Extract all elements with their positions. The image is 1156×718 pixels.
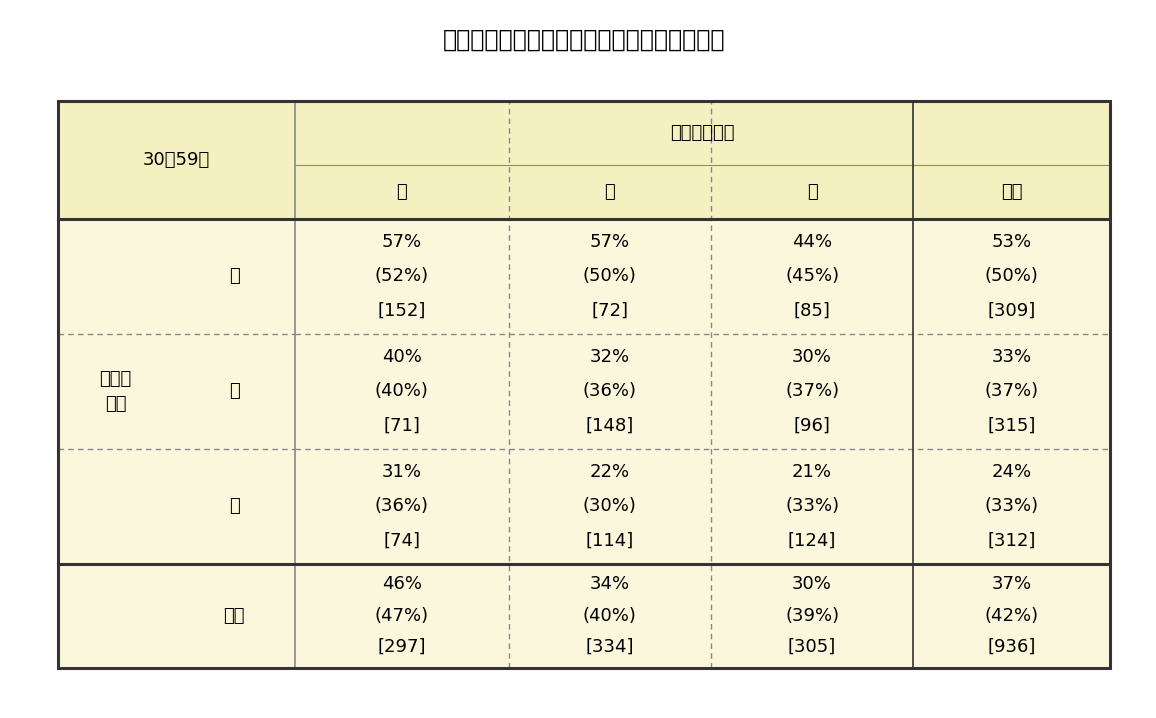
Text: (36%): (36%) bbox=[583, 382, 637, 401]
Text: 24%: 24% bbox=[992, 462, 1031, 481]
Text: 高: 高 bbox=[229, 497, 239, 516]
Text: 中: 中 bbox=[229, 382, 239, 401]
Text: (50%): (50%) bbox=[985, 267, 1038, 286]
Text: (52%): (52%) bbox=[375, 267, 429, 286]
Text: 33%: 33% bbox=[992, 348, 1031, 366]
Text: (39%): (39%) bbox=[785, 607, 839, 625]
Text: 低: 低 bbox=[229, 267, 239, 286]
Text: (33%): (33%) bbox=[985, 497, 1038, 516]
Text: [152]: [152] bbox=[378, 302, 425, 320]
Text: (40%): (40%) bbox=[375, 382, 429, 401]
Text: [315]: [315] bbox=[987, 416, 1036, 435]
Text: [312]: [312] bbox=[987, 531, 1036, 550]
Text: (42%): (42%) bbox=[985, 607, 1038, 625]
Text: 53%: 53% bbox=[992, 233, 1031, 251]
Text: [72]: [72] bbox=[591, 302, 629, 320]
Text: 34%: 34% bbox=[590, 575, 630, 594]
Text: 37%: 37% bbox=[992, 575, 1031, 594]
Text: [96]: [96] bbox=[794, 416, 830, 435]
Text: 低: 低 bbox=[397, 183, 407, 201]
Text: 40%: 40% bbox=[381, 348, 422, 366]
Text: 31%: 31% bbox=[381, 462, 422, 481]
Text: 合計: 合計 bbox=[223, 607, 245, 625]
Text: (45%): (45%) bbox=[785, 267, 839, 286]
Text: (33%): (33%) bbox=[785, 497, 839, 516]
Text: (30%): (30%) bbox=[583, 497, 637, 516]
Text: 中: 中 bbox=[605, 183, 615, 201]
Text: [114]: [114] bbox=[586, 531, 633, 550]
Bar bbox=[58, 101, 1110, 668]
Text: 22%: 22% bbox=[590, 462, 630, 481]
Text: [148]: [148] bbox=[586, 416, 633, 435]
Text: (37%): (37%) bbox=[785, 382, 839, 401]
Text: 21%: 21% bbox=[792, 462, 832, 481]
Text: [936]: [936] bbox=[987, 638, 1036, 656]
Text: 32%: 32% bbox=[590, 348, 630, 366]
Text: 30〜59歳: 30〜59歳 bbox=[142, 151, 210, 169]
Text: 57%: 57% bbox=[381, 233, 422, 251]
Text: 住宅費
割合: 住宅費 割合 bbox=[99, 370, 132, 413]
Text: (40%): (40%) bbox=[583, 607, 637, 625]
Text: [334]: [334] bbox=[586, 638, 633, 656]
Text: 57%: 57% bbox=[590, 233, 630, 251]
Text: 30%: 30% bbox=[792, 348, 832, 366]
Text: 高: 高 bbox=[807, 183, 817, 201]
Text: 図表４：住宅費・教育費割合別の目標到達率: 図表４：住宅費・教育費割合別の目標到達率 bbox=[443, 27, 725, 52]
Text: 合計: 合計 bbox=[1001, 183, 1022, 201]
Bar bbox=[58, 101, 1110, 668]
Bar bbox=[58, 101, 1110, 219]
Text: [71]: [71] bbox=[384, 416, 420, 435]
Text: 30%: 30% bbox=[792, 575, 832, 594]
Text: [85]: [85] bbox=[794, 302, 830, 320]
Text: [297]: [297] bbox=[378, 638, 425, 656]
Text: [74]: [74] bbox=[383, 531, 421, 550]
Text: 教育費　割合: 教育費 割合 bbox=[670, 123, 734, 142]
Text: (36%): (36%) bbox=[375, 497, 429, 516]
Text: (37%): (37%) bbox=[985, 382, 1038, 401]
Text: [309]: [309] bbox=[987, 302, 1036, 320]
Text: [305]: [305] bbox=[788, 638, 836, 656]
Text: [124]: [124] bbox=[788, 531, 836, 550]
Text: (50%): (50%) bbox=[583, 267, 637, 286]
Text: (47%): (47%) bbox=[375, 607, 429, 625]
Text: 44%: 44% bbox=[792, 233, 832, 251]
Text: 46%: 46% bbox=[381, 575, 422, 594]
